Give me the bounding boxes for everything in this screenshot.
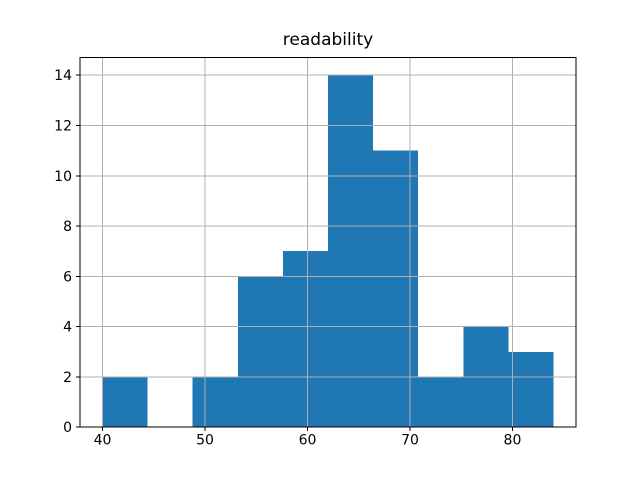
x-tick-label: 80: [504, 433, 522, 449]
x-tick-label: 40: [94, 433, 112, 449]
ticks-layer: 40 50 60 70 80 0 2 4 6 8 10 12 14: [54, 68, 521, 449]
y-tick-label: 12: [54, 118, 72, 134]
y-tick-label: 0: [63, 420, 72, 436]
y-tick-label: 2: [63, 370, 72, 386]
histogram-bar: [373, 150, 419, 428]
histogram-bar: [328, 75, 374, 428]
histogram-bar: [237, 276, 283, 428]
axes-frame: [79, 57, 577, 428]
y-tick-label: 4: [63, 320, 72, 336]
y-tick-label: 14: [54, 68, 72, 84]
y-tick-label: 6: [63, 269, 72, 285]
x-tick-label: 50: [196, 433, 214, 449]
histogram-bar: [192, 376, 238, 428]
axes-spines: [79, 57, 577, 428]
bars-layer: [102, 75, 554, 428]
histogram-bar: [102, 376, 148, 428]
histogram-bar: [418, 376, 464, 428]
chart-title: readability: [283, 30, 373, 50]
x-tick-label: 60: [299, 433, 317, 449]
histogram-bar: [508, 351, 554, 428]
y-tick-label: 10: [54, 169, 72, 185]
y-tick-label: 8: [63, 219, 72, 235]
grid-layer: [80, 57, 576, 428]
x-tick-label: 70: [401, 433, 419, 449]
histogram-bar: [282, 251, 328, 428]
